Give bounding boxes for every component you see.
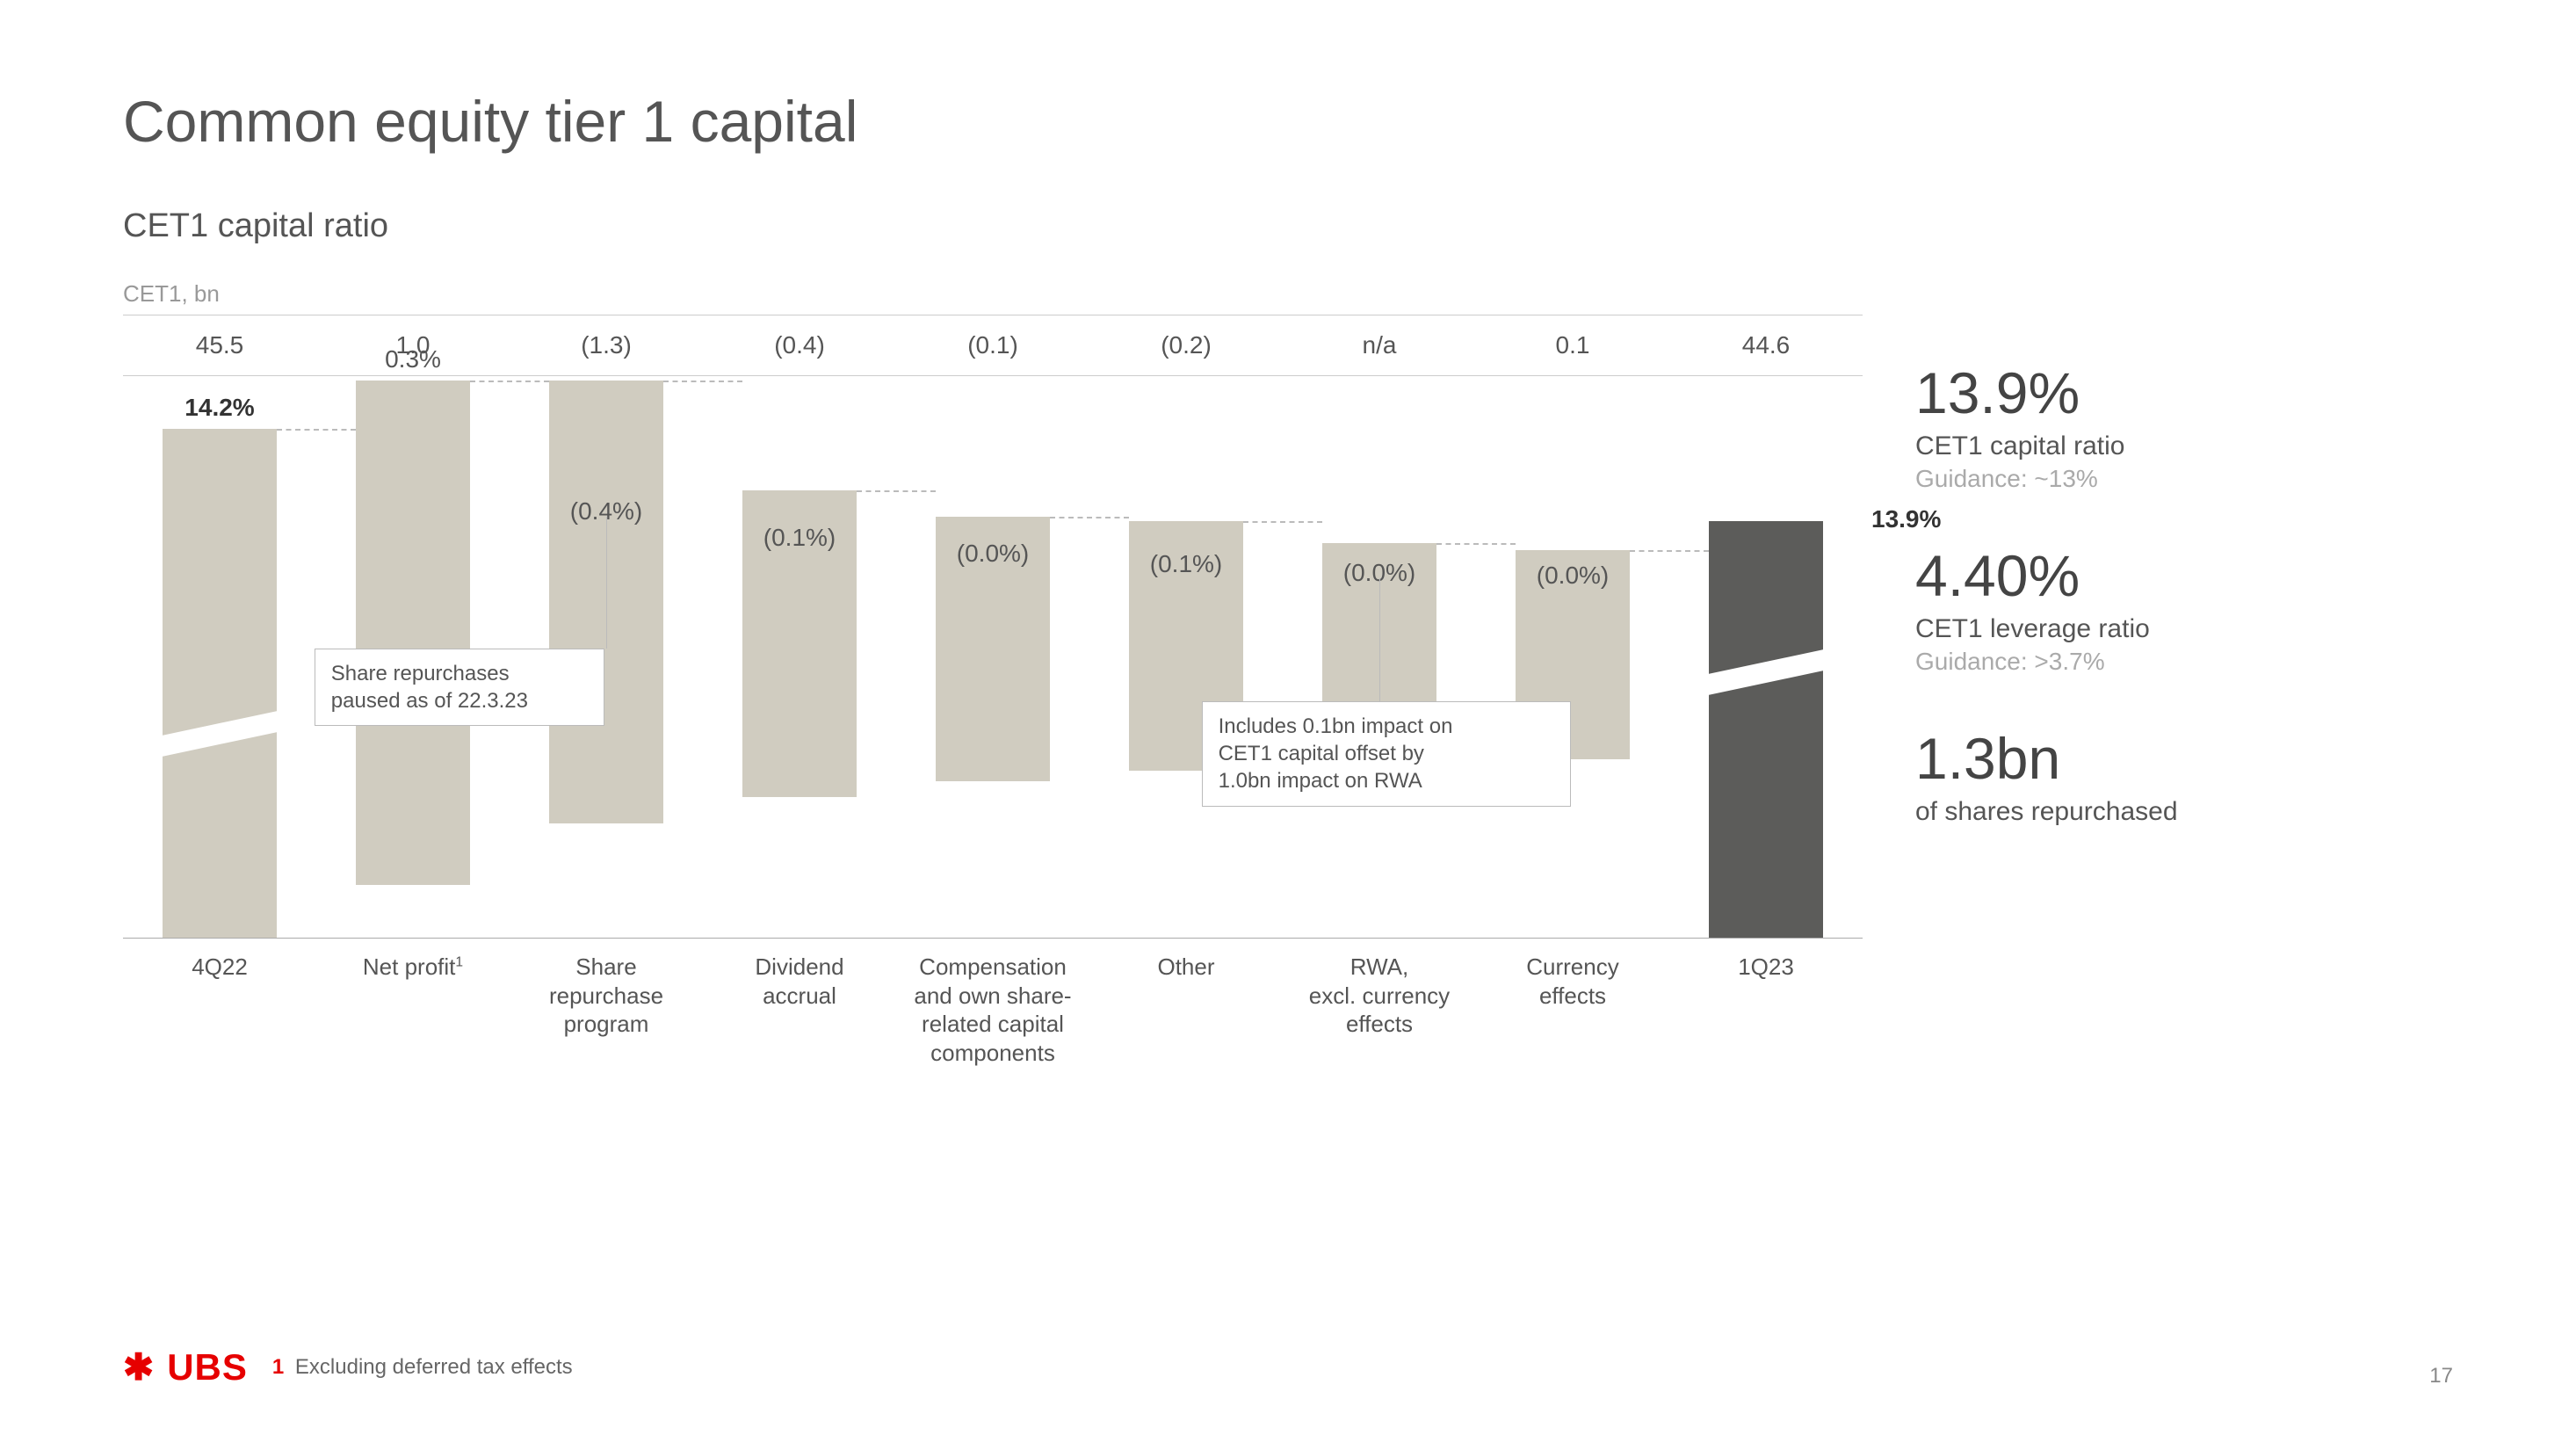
chart-column: (0.1%)	[703, 376, 896, 938]
footnote-text: Excluding deferred tax effects	[295, 1355, 573, 1379]
chart-column: 14.2%	[123, 376, 316, 938]
waterfall-chart: CET1, bn 45.51.0(1.3)(0.4)(0.1)(0.2)n/a0…	[123, 280, 1863, 1067]
keys-icon: ✱	[123, 1345, 155, 1388]
callout-pointer	[606, 517, 607, 649]
x-label: Dividendaccrual	[703, 953, 896, 1067]
metric-block: 4.40% CET1 leverage ratio Guidance: >3.7%	[1915, 542, 2453, 676]
bar	[1709, 521, 1823, 938]
unit-label: CET1, bn	[123, 280, 1863, 308]
x-label: 4Q22	[123, 953, 316, 1067]
metric-value: 1.3bn	[1915, 725, 2453, 792]
chart-column: (0.1%)	[1089, 376, 1283, 938]
bar-pct-label: (0.0%)	[1537, 562, 1609, 590]
metric-block: 1.3bn of shares repurchased	[1915, 725, 2453, 827]
header-value: (0.4)	[703, 315, 896, 375]
metric-label: of shares repurchased	[1915, 797, 2453, 827]
x-label: Other	[1089, 953, 1283, 1067]
bar-pct-label: (0.1%)	[763, 524, 836, 552]
bar-pct-label: (0.0%)	[957, 540, 1029, 568]
header-value: 45.5	[123, 315, 316, 375]
bar-pct-label: 0.3%	[385, 345, 441, 373]
chart-subtitle: CET1 capital ratio	[123, 207, 2453, 245]
metric-label: CET1 leverage ratio	[1915, 614, 2453, 644]
header-value: 44.6	[1669, 315, 1863, 375]
x-label: Sharerepurchaseprogram	[510, 953, 703, 1067]
header-value: n/a	[1283, 315, 1476, 375]
metric-block: 13.9% CET1 capital ratio Guidance: ~13%	[1915, 359, 2453, 493]
header-value: (0.1)	[896, 315, 1089, 375]
header-row: 45.51.0(1.3)(0.4)(0.1)(0.2)n/a0.144.6	[123, 315, 1863, 376]
side-metrics: 13.9% CET1 capital ratio Guidance: ~13% 4.4…	[1915, 280, 2453, 1067]
callout: Share repurchasespaused as of 22.3.23	[315, 649, 604, 726]
chart-column: 13.9%	[1669, 376, 1863, 938]
bar-pct-label: (0.1%)	[1150, 550, 1222, 578]
callout-pointer	[1379, 578, 1380, 701]
header-value: (0.2)	[1089, 315, 1283, 375]
logo-text: UBS	[167, 1346, 248, 1388]
metric-sublabel: Guidance: ~13%	[1915, 465, 2453, 493]
x-label: Currencyeffects	[1476, 953, 1669, 1067]
ubs-logo: ✱ UBS	[123, 1345, 248, 1388]
bar-pct-label: 14.2%	[185, 394, 254, 422]
bar-pct-label: 13.9%	[1871, 505, 1941, 533]
page-title: Common equity tier 1 capital	[123, 88, 2453, 155]
bar	[356, 381, 470, 885]
metric-label: CET1 capital ratio	[1915, 431, 2453, 461]
plot-area: 14.2%0.3%(0.4%)(0.1%)(0.0%)(0.1%)(0.0%)(…	[123, 376, 1863, 939]
x-axis: 4Q22Net profit1SharerepurchaseprogramDiv…	[123, 953, 1863, 1067]
x-label: Net profit1	[316, 953, 510, 1067]
metric-value: 13.9%	[1915, 359, 2453, 426]
footnote: 1 Excluding deferred tax effects	[272, 1355, 573, 1380]
bar	[163, 429, 277, 938]
metric-value: 4.40%	[1915, 542, 2453, 609]
metric-sublabel: Guidance: >3.7%	[1915, 648, 2453, 676]
x-label: 1Q23	[1669, 953, 1863, 1067]
page-number: 17	[2429, 1364, 2453, 1388]
x-label: RWA,excl. currencyeffects	[1283, 953, 1476, 1067]
footer: ✱ UBS 1 Excluding deferred tax effects	[123, 1345, 2453, 1388]
header-value: (1.3)	[510, 315, 703, 375]
chart-column: (0.0%)	[896, 376, 1089, 938]
chart-column: (0.0%)	[1476, 376, 1669, 938]
header-value: 0.1	[1476, 315, 1669, 375]
footnote-number: 1	[272, 1355, 284, 1379]
x-label: Compensationand own share-related capita…	[896, 953, 1089, 1067]
callout: Includes 0.1bn impact onCET1 capital off…	[1202, 701, 1571, 807]
